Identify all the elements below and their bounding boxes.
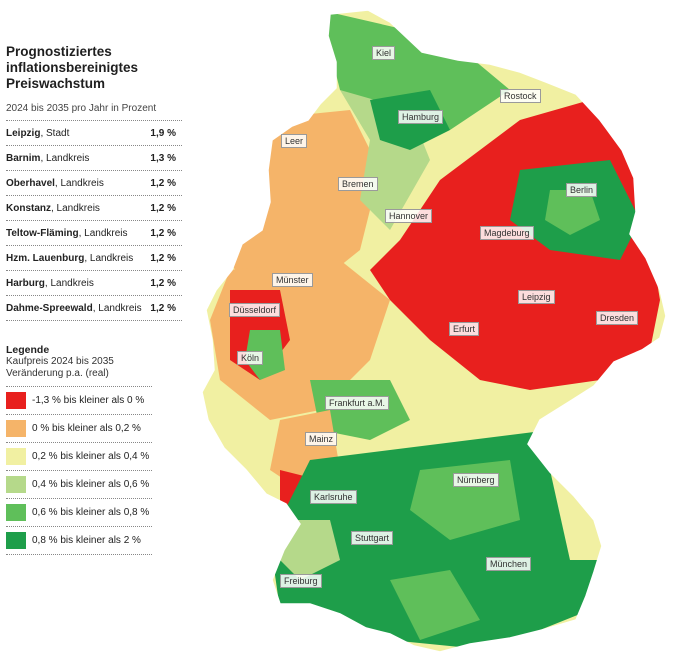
germany-outline — [201, 9, 667, 653]
ranking-row: Barnim, Landkreis 1,3 % — [6, 146, 182, 171]
legend-swatch — [6, 420, 26, 437]
ranking-type: , Stadt — [40, 127, 70, 139]
legend-swatch — [6, 504, 26, 521]
legend-list: -1,3 % bis kleiner als 0 % 0 % bis klein… — [6, 386, 152, 555]
legend-title: Legende — [6, 344, 50, 356]
ranking-value: 1,2 % — [150, 177, 176, 189]
city-label-hannover: Hannover — [385, 209, 433, 223]
ranking-type: , Landkreis — [40, 152, 90, 164]
ranking-row: Harburg, Landkreis 1,2 % — [6, 271, 182, 296]
legend-label: 0,2 % bis kleiner als 0,4 % — [32, 451, 150, 462]
city-label-nuernberg: Nürnberg — [453, 473, 499, 487]
ranking-row: Hzm. Lauenburg, Landkreis 1,2 % — [6, 246, 182, 271]
ranking-place: Konstanz — [6, 202, 51, 214]
legend-item: -1,3 % bis kleiner als 0 % — [6, 387, 152, 415]
title-line-1: Prognostiziertes — [6, 44, 112, 59]
ranking-value: 1,2 % — [150, 227, 176, 239]
legend-swatch — [6, 532, 26, 549]
city-label-bremen: Bremen — [338, 177, 378, 191]
legend-swatch — [6, 448, 26, 465]
legend-swatch — [6, 392, 26, 409]
city-label-leer: Leer — [281, 134, 308, 148]
city-label-berlin: Berlin — [566, 183, 598, 197]
ranking-place: Teltow-Fläming — [6, 227, 79, 239]
city-label-hamburg: Hamburg — [398, 110, 444, 124]
ranking-type: , Landkreis — [78, 227, 128, 239]
ranking-row: Leipzig, Stadt 1,9 % — [6, 121, 182, 146]
city-label-magdeburg: Magdeburg — [480, 226, 534, 240]
city-label-karlsruhe: Karlsruhe — [310, 490, 357, 504]
legend-item: 0,6 % bis kleiner als 0,8 % — [6, 499, 152, 527]
city-label-koeln: Köln — [237, 351, 264, 365]
ranking-table: Leipzig, Stadt 1,9 % Barnim, Landkreis 1,3… — [6, 120, 182, 321]
city-label-dresden: Dresden — [596, 311, 639, 325]
legend-label: 0,6 % bis kleiner als 0,8 % — [32, 507, 150, 518]
ranking-row: Dahme-Spreewald, Landkreis 1,2 % — [6, 296, 182, 321]
title-line-3: Preiswachstum — [6, 76, 106, 91]
city-label-duesseldorf: Düsseldorf — [229, 303, 281, 317]
ranking-place: Harburg — [6, 277, 45, 289]
city-label-erfurt: Erfurt — [449, 322, 480, 336]
map-legend: Legende Kaufpreis 2024 bis 2035 Veränder… — [6, 344, 152, 555]
legend-subtitle-2: Veränderung p.a. (real) — [6, 368, 109, 379]
city-label-kiel: Kiel — [372, 46, 396, 60]
city-label-rostock: Rostock — [500, 89, 541, 103]
ranking-row: Teltow-Fläming, Landkreis 1,2 % — [6, 221, 182, 246]
ranking-value: 1,2 % — [150, 202, 176, 214]
info-panel: Prognostiziertes inflationsbereinigtes P… — [6, 44, 182, 321]
city-label-freiburg: Freiburg — [280, 574, 322, 588]
city-label-frankfurt: Frankfurt a.M. — [325, 396, 390, 410]
ranking-row: Konstanz, Landkreis 1,2 % — [6, 196, 182, 221]
ranking-type: , Landkreis — [92, 302, 142, 314]
legend-item: 0 % bis kleiner als 0,2 % — [6, 415, 152, 443]
ranking-place: Dahme-Spreewald — [6, 302, 93, 314]
city-label-leipzig: Leipzig — [518, 290, 555, 304]
ranking-value: 1,2 % — [150, 302, 176, 314]
ranking-type: , Landkreis — [51, 202, 100, 214]
ranking-value: 1,2 % — [150, 277, 176, 289]
map-regions — [202, 10, 666, 652]
ranking-place: Hzm. Lauenburg — [6, 252, 85, 264]
legend-item: 0,4 % bis kleiner als 0,6 % — [6, 471, 152, 499]
ranking-row: Oberhavel, Landkreis 1,2 % — [6, 171, 182, 196]
legend-swatch — [6, 476, 26, 493]
city-label-muenchen: München — [486, 557, 532, 571]
ranking-value: 1,3 % — [150, 152, 176, 164]
ranking-place: Barnim — [6, 152, 41, 164]
title-line-2: inflationsbereinigtes — [6, 60, 139, 75]
ranking-type: , Landkreis — [44, 277, 94, 289]
ranking-type: , Landkreis — [54, 177, 104, 189]
ranking-place: Leipzig — [6, 127, 41, 139]
ranking-value: 1,9 % — [150, 127, 176, 139]
legend-item: 0,2 % bis kleiner als 0,4 % — [6, 443, 152, 471]
legend-label: 0,4 % bis kleiner als 0,6 % — [32, 479, 150, 490]
map-subtitle: 2024 bis 2035 pro Jahr in Prozent — [6, 103, 157, 114]
city-label-stuttgart: Stuttgart — [351, 531, 394, 545]
germany-choropleth-map — [201, 9, 667, 653]
city-label-muenster: Münster — [272, 273, 313, 287]
map-title: Prognostiziertes inflationsbereinigtes P… — [6, 44, 182, 92]
legend-label: 0,8 % bis kleiner als 2 % — [32, 535, 141, 546]
legend-label: -1,3 % bis kleiner als 0 % — [32, 395, 145, 406]
ranking-type: , Landkreis — [84, 252, 134, 264]
legend-item: 0,8 % bis kleiner als 2 % — [6, 527, 152, 555]
ranking-value: 1,2 % — [150, 252, 176, 264]
city-label-mainz: Mainz — [305, 432, 338, 446]
ranking-place: Oberhavel — [6, 177, 55, 189]
legend-label: 0 % bis kleiner als 0,2 % — [32, 423, 141, 434]
legend-subtitle-1: Kaufpreis 2024 bis 2035 — [6, 356, 114, 367]
